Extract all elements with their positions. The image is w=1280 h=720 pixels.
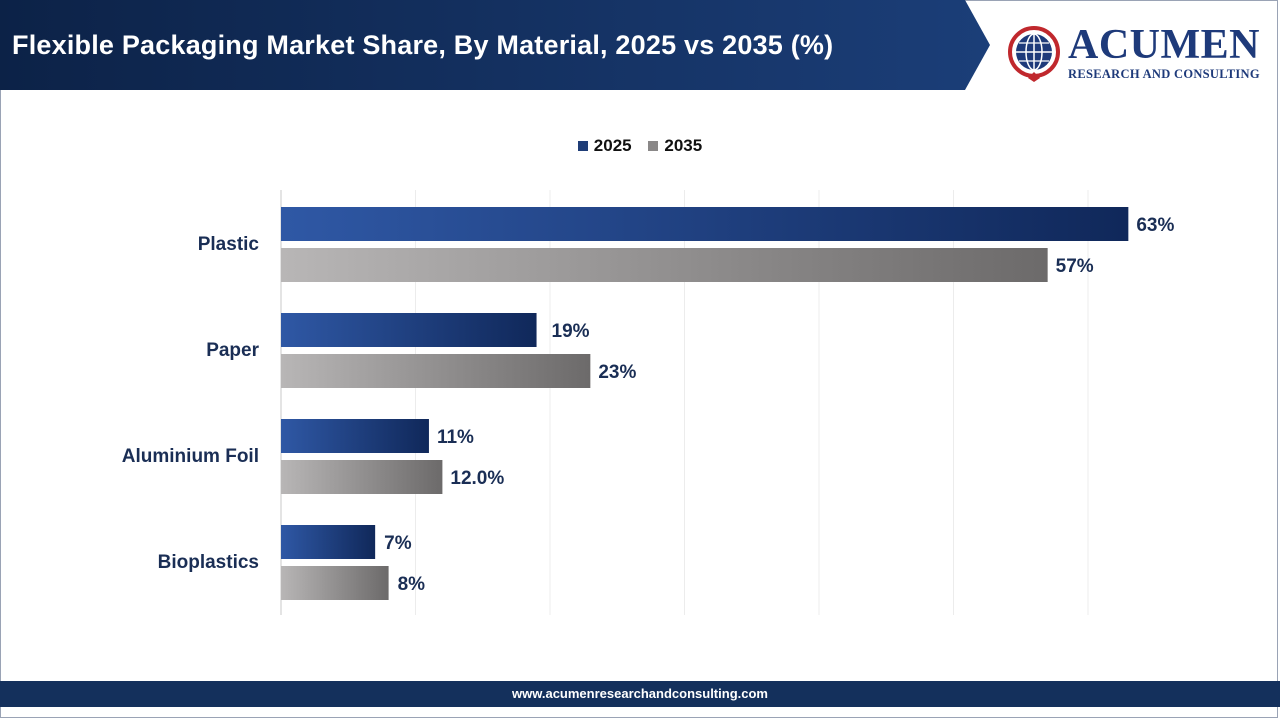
data-label: 23% [598, 362, 636, 383]
bar-2035-paper [281, 354, 591, 388]
footer-url: www.acumenresearchandconsulting.com [512, 686, 768, 701]
legend-label-2025: 2025 [593, 136, 632, 155]
logo-name: ACUMEN [1068, 22, 1260, 68]
category-label: Aluminium Foil [122, 446, 259, 467]
logo-subtitle: RESEARCH AND CONSULTING [1068, 67, 1260, 81]
legend-item-2035: 2035 [648, 136, 702, 156]
company-logo: ACUMEN RESEARCH AND CONSULTING [1004, 22, 1274, 84]
data-label: 57% [1056, 256, 1094, 277]
bar-2035-bioplastics [281, 566, 389, 600]
category-label: Plastic [198, 234, 260, 255]
bar-2025-paper [281, 313, 537, 347]
bar-2025-aluminium-foil [281, 419, 429, 453]
category-label: Bioplastics [158, 552, 259, 573]
legend-item-2025: 2025 [577, 136, 632, 156]
bar-2025-plastic [281, 207, 1129, 241]
bar-2035-aluminium-foil [281, 460, 443, 494]
data-label: 19% [552, 321, 590, 342]
data-label: 11% [437, 427, 474, 448]
footer-bar: www.acumenresearchandconsulting.com [0, 681, 1280, 707]
chart-title: Flexible Packaging Market Share, By Mate… [12, 30, 834, 60]
data-label: 63% [1136, 215, 1174, 236]
bar-2035-plastic [281, 248, 1048, 282]
globe-icon [1008, 26, 1060, 82]
chart-legend: 2025 2035 [0, 136, 1280, 156]
data-label: 7% [384, 533, 412, 554]
header-banner [0, 0, 990, 90]
bar-2025-bioplastics [281, 525, 376, 559]
category-label: Paper [206, 340, 259, 361]
bar-chart: Plastic 63% 57% Paper 19% 23% Aluminium Foil 11… [122, 190, 1174, 615]
legend-swatch-2025 [577, 141, 588, 151]
legend-swatch-2035 [648, 141, 659, 151]
legend-label-2035: 2035 [664, 136, 703, 155]
data-label: 8% [398, 574, 426, 595]
data-label: 12.0% [450, 468, 504, 489]
